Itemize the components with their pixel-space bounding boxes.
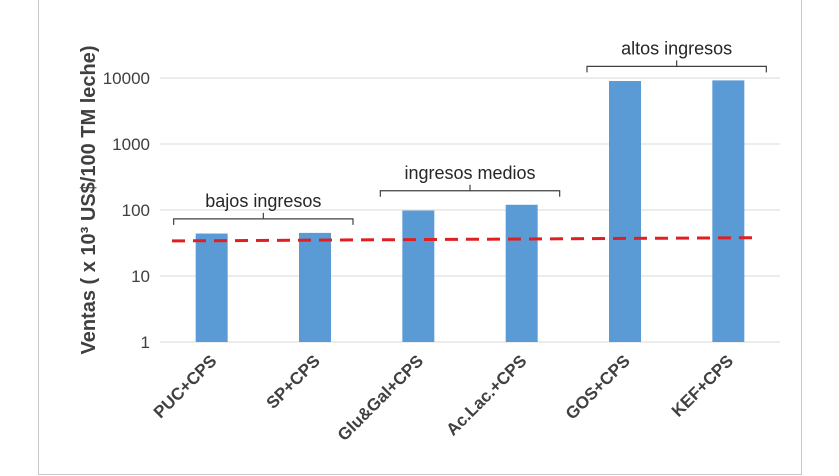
x-tick-label: SP+CPS <box>263 351 324 412</box>
y-tick-label: 10 <box>131 267 150 286</box>
bars <box>195 80 745 343</box>
x-tick-labels: PUC+CPS SP+CPS Glu&Gal+CPS Ac.Lac.+CPS GOS+C… <box>150 351 737 444</box>
x-tick-label: GOS+CPS <box>562 351 634 423</box>
bar <box>195 233 228 342</box>
group-label: ingresos medios <box>404 163 535 183</box>
y-tick-label: 1 <box>141 333 150 352</box>
bar <box>609 81 641 343</box>
gridlines <box>160 77 780 343</box>
chart-frame <box>38 0 802 475</box>
group-bracket <box>379 184 561 197</box>
reference-line-group <box>171 236 753 243</box>
group-label: altos ingresos <box>621 38 732 58</box>
bar <box>712 80 745 342</box>
x-tick-label: KEF+CPS <box>668 351 737 420</box>
bar <box>505 204 538 342</box>
x-tick-label: Glu&Gal+CPS <box>334 351 427 444</box>
y-tick-label: 1000 <box>112 135 150 154</box>
group-bracket <box>173 212 354 225</box>
y-tick-label: 100 <box>122 201 150 220</box>
y-tick-labels: 1 10 100 1000 10000 <box>103 69 150 352</box>
group-brackets: bajos ingresos ingresos medios altos ingre… <box>173 38 767 225</box>
bar <box>299 232 331 342</box>
x-tick-label: PUC+CPS <box>150 351 221 422</box>
group-label: bajos ingresos <box>205 191 321 211</box>
reference-line <box>171 236 753 243</box>
bar <box>402 210 435 342</box>
group-bracket <box>586 60 767 73</box>
y-axis-label: Ventas ( x 10³ US$/100 TM leche) <box>78 45 100 354</box>
x-tick-label: Ac.Lac.+CPS <box>443 351 531 439</box>
y-tick-label: 10000 <box>103 69 150 88</box>
